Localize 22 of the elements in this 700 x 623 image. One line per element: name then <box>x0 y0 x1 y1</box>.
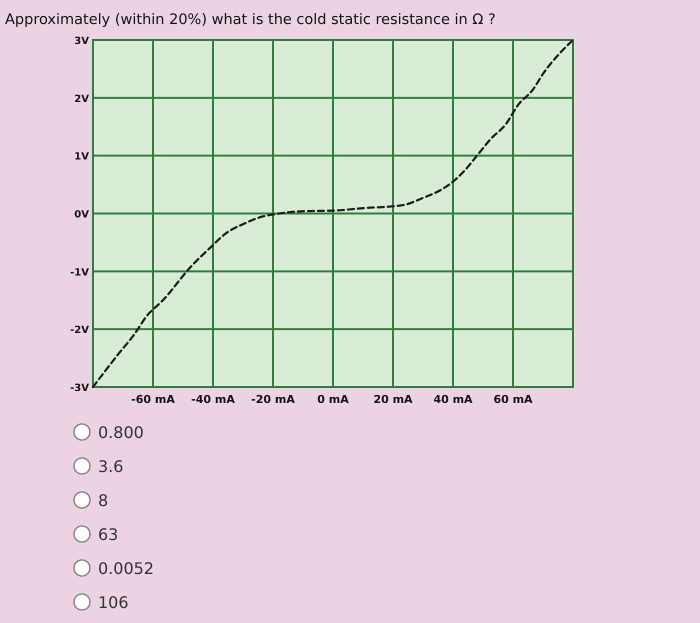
y-tick-label: 2V <box>74 94 90 105</box>
text: 0.800 <box>98 423 144 442</box>
text: 106 <box>98 593 129 612</box>
x-tick-label: -20 mA <box>251 393 296 406</box>
text: 0.0052 <box>98 559 154 578</box>
line-series <box>92 38 574 388</box>
y-tick-label: -2V <box>70 325 90 336</box>
x-tick-label: 0 mA <box>317 393 350 406</box>
text: 63 <box>98 525 118 544</box>
y-tick-label: 3V <box>74 36 90 47</box>
y-tick-label: -1V <box>70 267 90 278</box>
text: 3.6 <box>98 457 124 476</box>
x-tick-label: -60 mA <box>131 393 176 406</box>
x-tick-label: -40 mA <box>191 393 236 406</box>
x-tick-label: 20 mA <box>373 393 414 406</box>
y-tick-label: -3V <box>70 383 90 394</box>
x-tick-label: 40 mA <box>433 393 474 406</box>
y-tick-label: 1V <box>74 152 90 163</box>
chart-title: Approximately (within 20%) what is the cold static resistance in Ω ? <box>5 12 496 28</box>
x-tick-label: 60 mA <box>493 393 534 406</box>
y-tick-label: 0V <box>74 210 90 220</box>
text: 8 <box>98 491 108 510</box>
